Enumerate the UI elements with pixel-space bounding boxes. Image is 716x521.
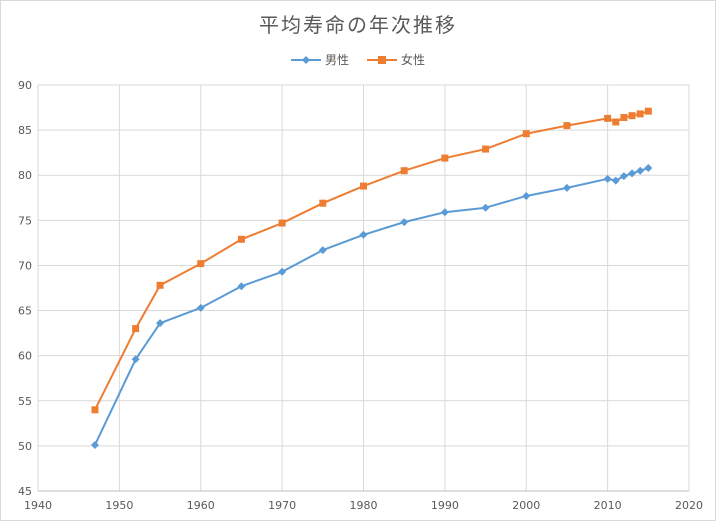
x-tick-label: 2010	[594, 499, 622, 512]
legend-key-female	[367, 55, 397, 64]
data-point-male	[440, 208, 449, 217]
x-tick-label: 2000	[512, 499, 540, 512]
data-point-female	[278, 219, 286, 227]
chart-title: 平均寿命の年次推移	[259, 13, 457, 37]
legend-item-female: 女性	[367, 51, 425, 68]
data-point-female	[636, 110, 644, 118]
data-point-male	[90, 440, 99, 449]
x-tick-label: 1990	[431, 499, 459, 512]
data-point-male	[237, 282, 246, 291]
y-tick-label: 75	[18, 214, 32, 227]
data-point-male	[636, 166, 645, 175]
x-tick-label: 1940	[24, 499, 52, 512]
data-point-female	[132, 325, 140, 333]
data-point-female	[482, 145, 490, 153]
y-tick-label: 65	[18, 305, 32, 318]
data-point-female	[644, 107, 652, 115]
data-point-male	[522, 191, 531, 200]
legend-label-male: 男性	[324, 53, 349, 67]
data-point-female	[91, 406, 99, 414]
x-tick-label: 1980	[350, 499, 378, 512]
y-tick-label: 50	[18, 440, 32, 453]
y-tick-label: 55	[18, 395, 32, 408]
data-point-female	[197, 260, 205, 268]
data-point-female	[522, 130, 530, 138]
legend-item-male: 男性	[290, 51, 349, 68]
data-point-male	[359, 230, 368, 239]
data-point-male	[644, 164, 653, 173]
data-point-female	[400, 167, 408, 175]
data-point-female	[319, 199, 327, 207]
data-point-female	[612, 118, 620, 126]
y-tick-label: 45	[18, 485, 32, 498]
legend-label-female: 女性	[401, 53, 426, 67]
data-point-male	[603, 174, 612, 183]
data-point-male	[481, 203, 490, 212]
y-tick-label: 60	[18, 350, 32, 363]
data-point-male	[318, 246, 327, 255]
series-line-female	[94, 110, 649, 411]
y-tick-label: 70	[18, 259, 32, 272]
data-point-female	[237, 235, 245, 243]
y-tick-label: 90	[18, 79, 32, 92]
data-point-female	[441, 154, 449, 162]
data-point-female	[628, 112, 636, 120]
x-tick-label: 1950	[105, 499, 133, 512]
data-point-female	[156, 281, 164, 289]
data-point-male	[628, 169, 637, 178]
data-point-female	[360, 182, 367, 190]
data-point-male	[131, 355, 140, 364]
legend: 男性 女性	[1, 51, 715, 68]
x-tick-label: 1970	[268, 499, 296, 512]
x-tick-label: 1960	[187, 499, 215, 512]
y-tick-label: 85	[18, 124, 32, 137]
series-line-male	[94, 167, 649, 446]
data-point-male	[196, 303, 205, 312]
data-point-female	[620, 113, 628, 121]
data-point-male	[619, 172, 628, 181]
data-point-male	[611, 176, 620, 185]
legend-key-male	[290, 55, 321, 64]
data-point-female	[604, 114, 612, 122]
data-point-male	[278, 267, 287, 276]
data-point-male	[156, 319, 165, 328]
data-point-male	[400, 218, 409, 227]
x-tick-label: 2020	[675, 499, 703, 512]
data-point-female	[563, 122, 571, 130]
y-tick-label: 80	[18, 169, 32, 182]
data-point-male	[562, 183, 571, 192]
